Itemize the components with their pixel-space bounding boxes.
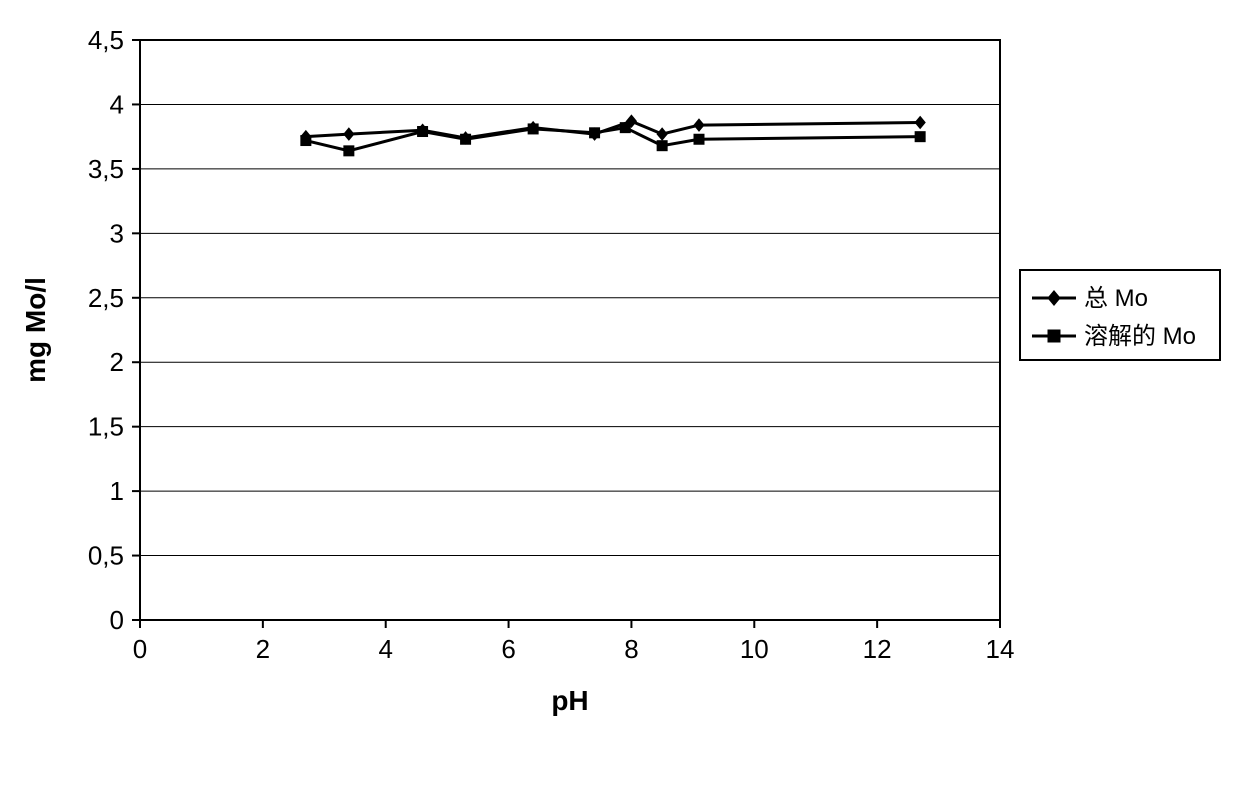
- y-tick-label: 0: [110, 605, 124, 635]
- x-tick-label: 2: [256, 634, 270, 664]
- x-tick-label: 4: [378, 634, 392, 664]
- y-tick-label: 0,5: [88, 541, 124, 571]
- y-tick-label: 1: [110, 476, 124, 506]
- chart-svg: 0 0,5 1 1,5 2 2,5 3 3,5 4 4,5 0 2 4 6 8 10 12 14 pH mg Mo/l…: [0, 0, 1240, 785]
- y-tick-label: 2: [110, 347, 124, 377]
- y-tick-label: 3,5: [88, 154, 124, 184]
- legend-item-label: 总 Mo: [1084, 285, 1148, 312]
- x-tick-label: 14: [986, 634, 1015, 664]
- chart-container: 0 0,5 1 1,5 2 2,5 3 3,5 4 4,5 0 2 4 6 8 10 12 14 pH mg Mo/l…: [0, 0, 1240, 785]
- x-axis-label: pH: [551, 685, 588, 716]
- x-tick-label: 0: [133, 634, 147, 664]
- x-tick-label: 6: [501, 634, 515, 664]
- y-tick-label: 3: [110, 218, 124, 248]
- y-tick-label: 2,5: [88, 283, 124, 313]
- x-tick-label: 8: [624, 634, 638, 664]
- y-tick-label: 1,5: [88, 412, 124, 442]
- y-tick-label: 4,5: [88, 25, 124, 55]
- y-tick-label: 4: [110, 89, 124, 119]
- x-tick-label: 12: [863, 634, 892, 664]
- legend-item-label: 溶解的 Mo: [1084, 323, 1196, 350]
- x-tick-label: 10: [740, 634, 769, 664]
- legend: 总 Mo 溶解的 Mo: [1020, 270, 1220, 360]
- y-axis-label: mg Mo/l: [20, 277, 51, 383]
